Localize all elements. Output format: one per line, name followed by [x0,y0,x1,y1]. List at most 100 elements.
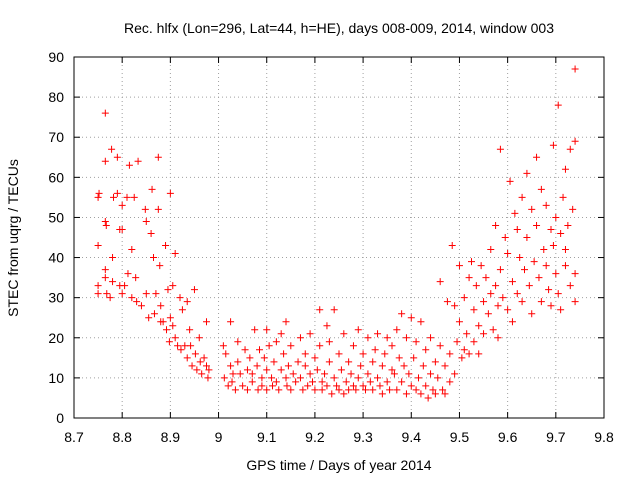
data-point [121,282,129,290]
data-point [417,318,425,326]
data-point [424,394,432,402]
data-point [494,302,502,310]
data-point [552,270,560,278]
data-point [313,366,321,374]
data-point [460,346,468,354]
data-point [427,370,435,378]
data-point [407,382,415,390]
data-point [537,185,545,193]
grid [74,57,604,418]
data-point [256,346,263,354]
data-point [453,338,461,346]
data-point [554,101,562,109]
data-point [260,354,268,362]
data-point [528,205,536,213]
data-point [289,370,297,378]
data-point [496,266,504,274]
data-point [412,386,420,394]
data-point [487,290,495,298]
data-point [101,157,109,165]
data-point [561,262,569,270]
data-point [113,189,121,197]
data-point [455,262,463,270]
data-point [569,205,577,213]
data-point [489,326,497,334]
x-axis-label: GPS time / Days of year 2014 [246,457,431,473]
data-point [518,193,526,201]
data-point [282,374,290,382]
data-point [198,370,206,378]
data-point [318,378,326,386]
data-point [540,246,548,254]
data-point [549,242,557,250]
data-point [159,318,167,326]
data-point [150,254,157,262]
data-point [427,334,435,342]
data-point [142,217,150,225]
data-point [448,242,456,250]
data-point [311,354,319,362]
data-point [219,342,227,350]
data-point [484,310,492,318]
data-point [352,386,360,394]
data-point [410,354,418,362]
data-point [499,294,507,302]
data-point [470,338,478,346]
data-point [258,382,266,390]
data-point [330,306,338,314]
data-point [287,342,295,350]
data-point [101,217,109,225]
data-point [234,358,242,366]
data-point [388,366,396,374]
data-point [178,306,186,314]
data-point [171,250,179,258]
x-tick-label: 9.5 [450,429,470,445]
data-point [132,274,140,282]
data-point [508,318,516,326]
data-point [246,354,254,362]
data-point [415,374,422,382]
data-point [374,330,382,338]
data-point [402,334,410,342]
data-point [354,326,362,334]
data-point [109,278,117,286]
data-point [118,201,126,209]
data-point [463,330,471,338]
data-point [190,286,198,294]
data-point [504,306,512,314]
data-point [258,374,266,382]
data-point [342,378,350,386]
data-point [183,354,191,362]
y-tick-label: 90 [48,49,64,65]
x-tick-label: 9.7 [546,429,566,445]
data-point [128,294,136,302]
x-tick-label: 9.6 [498,429,518,445]
data-point [402,390,410,398]
data-point [407,314,415,322]
data-point [422,382,430,390]
data-point [549,141,557,149]
data-point [362,386,369,394]
data-point [571,270,579,278]
data-point [465,350,473,358]
y-tick-label: 10 [48,370,64,386]
data-point [254,386,262,394]
y-tick-label: 40 [48,250,64,266]
data-point [451,370,459,378]
data-point [296,374,304,382]
data-point [533,221,541,229]
data-point [431,358,439,366]
data-point [458,354,466,362]
data-point [241,346,249,354]
data-point [157,302,165,310]
data-point [537,298,545,306]
data-point [513,225,521,233]
data-point [203,318,210,326]
data-point [475,350,483,358]
data-point [545,286,553,294]
data-point [501,234,509,241]
data-point [316,342,324,350]
data-point [561,165,569,173]
data-point [248,370,256,378]
